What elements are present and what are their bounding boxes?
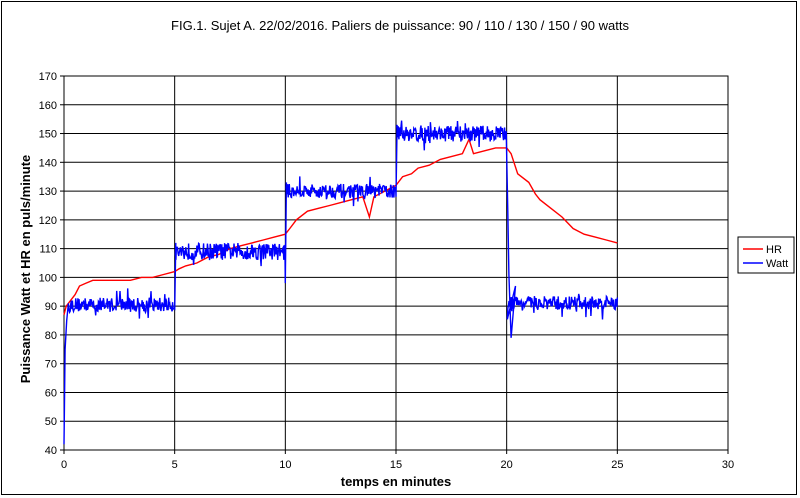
y-tick-label: 70 xyxy=(45,359,57,371)
series-line-watt xyxy=(63,120,618,445)
legend-label: HR xyxy=(766,244,782,256)
y-tick-label: 100 xyxy=(39,272,57,284)
y-tick-label: 130 xyxy=(39,186,57,198)
x-axis-label: temps en minutes xyxy=(341,474,452,489)
x-tick-label: 25 xyxy=(611,459,623,471)
y-tick-label: 60 xyxy=(45,387,57,399)
y-tick-label: 90 xyxy=(45,301,57,313)
x-tick-label: 20 xyxy=(501,459,513,471)
plot-border xyxy=(63,75,729,451)
y-tick-label: 40 xyxy=(45,445,57,457)
y-tick-label: 110 xyxy=(39,244,57,256)
x-tick-label: 15 xyxy=(390,459,402,471)
x-tick-label: 5 xyxy=(172,459,178,471)
x-tick-labels: 0 5 10 15 20 25 30 xyxy=(61,459,734,471)
y-axis-label: Puissance Watt et HR en puls/minute xyxy=(18,155,33,384)
x-tick-label: 30 xyxy=(722,459,734,471)
grid xyxy=(60,75,729,454)
y-tick-label: 150 xyxy=(39,129,57,141)
y-tick-label: 120 xyxy=(39,215,57,227)
y-tick-label: 170 xyxy=(39,71,57,83)
y-tick-label: 160 xyxy=(39,100,57,112)
series-group xyxy=(63,120,618,445)
legend: HR Watt xyxy=(737,236,795,274)
series-line-hr xyxy=(63,137,618,315)
x-tick-label: 10 xyxy=(279,459,291,471)
y-tick-label: 50 xyxy=(45,416,57,428)
legend-box xyxy=(737,236,795,274)
legend-label: Watt xyxy=(766,258,788,270)
x-tick-label: 0 xyxy=(61,459,67,471)
chart-title: FIG.1. Sujet A. 22/02/2016. Paliers de p… xyxy=(171,18,629,33)
y-tick-labels: 40 50 60 70 80 90 100 110 120 130 140 150 160 170 xyxy=(39,71,57,457)
y-tick-label: 80 xyxy=(45,330,57,342)
y-tick-label: 140 xyxy=(39,157,57,169)
